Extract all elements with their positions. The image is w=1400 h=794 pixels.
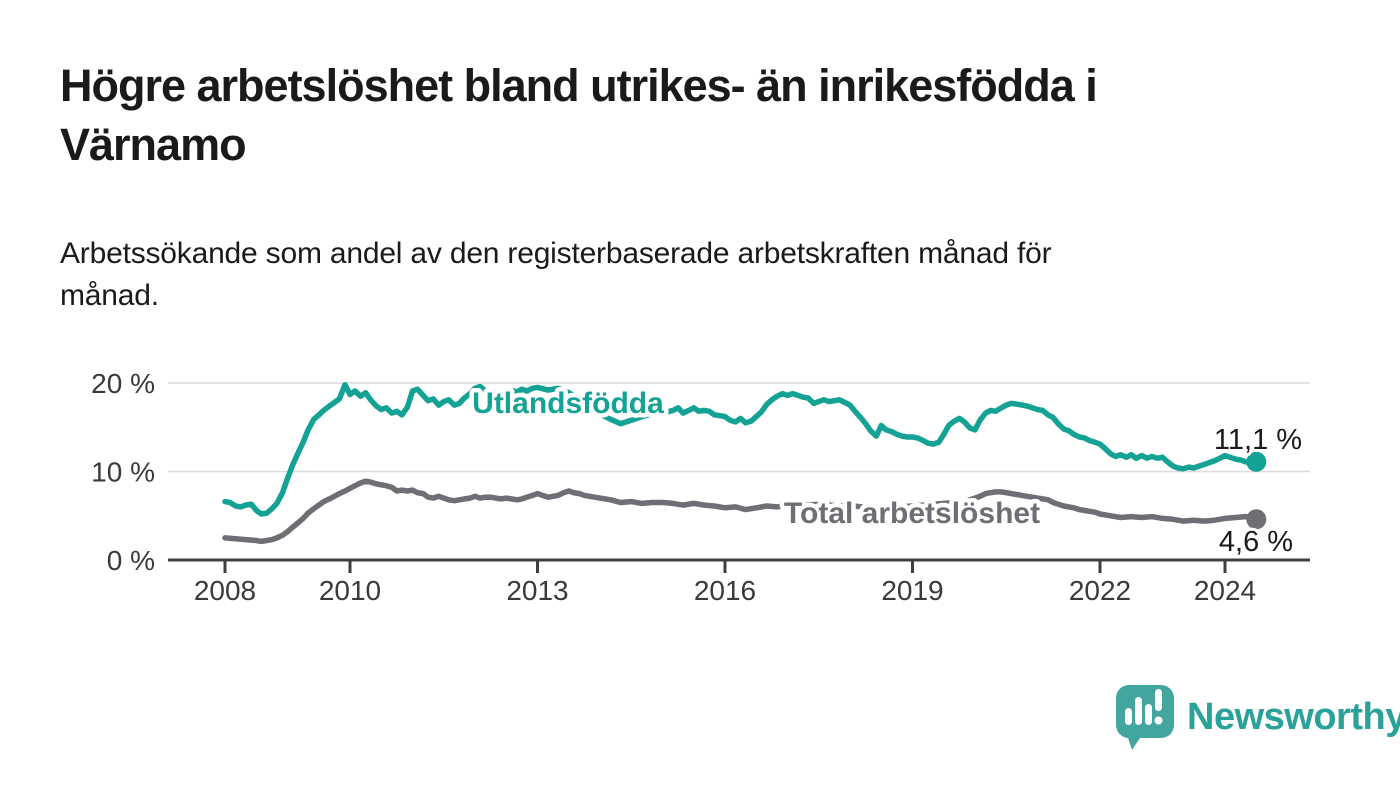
logo-exclamation-dot [1154, 716, 1163, 725]
x-tick-label: 2013 [506, 575, 568, 606]
series-labels-group: Utlandsfödda Total arbetslöshet [468, 383, 1045, 535]
logo-bar-small [1125, 708, 1132, 725]
series-label-total-arbetsloshet: Total arbetslöshet [784, 497, 1040, 530]
logo-bar-chart-icon [1125, 689, 1163, 725]
page-title-line-2: Värnamo [60, 119, 247, 171]
newsworthy-logo-text: Newsworthy [1187, 695, 1400, 738]
page-subtitle-line-2: månad. [60, 279, 159, 312]
series-line-total-arbetsloshet [222, 478, 1260, 545]
x-tick-label: 2016 [694, 575, 756, 606]
series-group [222, 382, 1260, 545]
x-tick-label: 2019 [881, 575, 943, 606]
y-tick-label: 0 % [107, 545, 155, 576]
x-tick-label: 2008 [194, 575, 256, 606]
y-tick-label: 20 % [91, 368, 155, 399]
page-title-line-1: Högre arbetslöshet bland utrikes- än inr… [60, 60, 1098, 111]
series-label-utlandsfodda: Utlandsfödda [472, 387, 664, 420]
series-end-dot-total-arbetsloshet [1246, 509, 1267, 530]
page-subtitle: Arbetssökande som andel av den registerb… [60, 233, 1380, 317]
newsworthy-logo-icon [1116, 685, 1174, 750]
logo-bar-medium [1145, 704, 1152, 725]
page-title: Högre arbetslöshet bland utrikes- än inr… [60, 56, 1380, 175]
end-value-label-total-arbetsloshet: 4,6 % [1219, 526, 1293, 558]
page-subtitle-line-1: Arbetssökande som andel av den registerb… [60, 237, 1052, 270]
logo-bar-tall [1135, 697, 1142, 725]
end-value-label-utlandsfodda: 11,1 % [1214, 424, 1302, 456]
x-tick-label: 2010 [319, 575, 381, 606]
gridlines-group: 0 % 10 % 20 % [91, 368, 1310, 576]
x-tick-label: 2024 [1194, 575, 1256, 606]
x-axis-group: 2008 2010 2013 2016 2019 2022 2024 [168, 558, 1310, 606]
series-line-utlandsfodda [222, 382, 1260, 517]
series-end-dot-utlandsfodda [1246, 451, 1267, 472]
newsworthy-logo: Newsworthy [1112, 682, 1400, 752]
y-tick-label: 10 % [91, 457, 155, 488]
x-tick-label: 2022 [1069, 575, 1131, 606]
logo-exclamation-bar [1155, 689, 1162, 711]
